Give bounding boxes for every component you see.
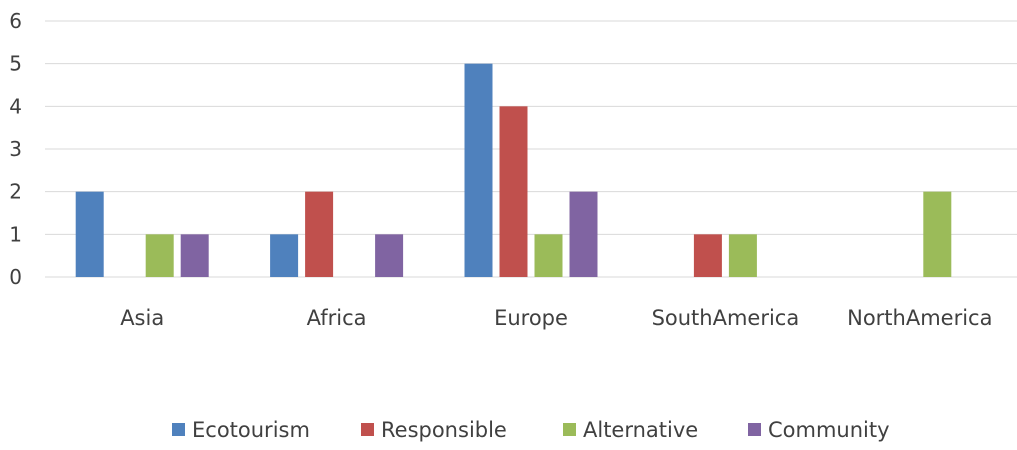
bar-community-europe (569, 191, 598, 277)
x-tick-label: NorthAmerica (847, 306, 992, 330)
bar-responsible-southamerica (693, 234, 722, 277)
y-tick-label: 5 (9, 52, 22, 76)
bars (75, 63, 952, 277)
x-tick-label: Europe (494, 306, 568, 330)
x-axis-tick-labels: Asia Africa Europe SouthAmerica NorthAmerica (120, 306, 992, 330)
bar-alternative-asia (145, 234, 174, 277)
legend-swatch (172, 423, 185, 436)
bar-ecotourism-asia (75, 191, 104, 277)
bar-responsible-africa (305, 191, 334, 277)
bar-alternative-europe (534, 234, 563, 277)
bar-alternative-southamerica (728, 234, 757, 277)
bar-ecotourism-africa (270, 234, 299, 277)
y-tick-label: 2 (9, 180, 22, 204)
legend-swatch (563, 423, 576, 436)
bar-responsible-europe (499, 106, 528, 277)
y-tick-label: 3 (9, 137, 22, 161)
y-tick-label: 6 (9, 9, 22, 33)
bar-ecotourism-europe (464, 63, 493, 277)
legend-swatch (361, 423, 374, 436)
legend-item: Ecotourism (172, 418, 310, 442)
legend-swatch (748, 423, 761, 436)
bar-community-africa (375, 234, 404, 277)
legend-label: Alternative (583, 418, 698, 442)
x-tick-label: SouthAmerica (652, 306, 800, 330)
x-tick-label: Asia (120, 306, 164, 330)
bar-alternative-northamerica (923, 191, 952, 277)
y-tick-label: 4 (9, 94, 22, 118)
legend-label: Ecotourism (192, 418, 310, 442)
legend-label: Community (768, 418, 890, 442)
y-tick-label: 1 (9, 222, 22, 246)
x-tick-label: Africa (307, 306, 367, 330)
y-axis-tick-labels: 0 1 2 3 4 5 6 (9, 9, 22, 289)
legend-item: Responsible (361, 418, 507, 442)
legend-label: Responsible (381, 418, 507, 442)
legend-item: Community (748, 418, 890, 442)
bar-community-asia (180, 234, 209, 277)
y-tick-label: 0 (9, 265, 22, 289)
legend: Ecotourism Responsible Alternative Communit… (172, 418, 890, 442)
legend-item: Alternative (563, 418, 698, 442)
